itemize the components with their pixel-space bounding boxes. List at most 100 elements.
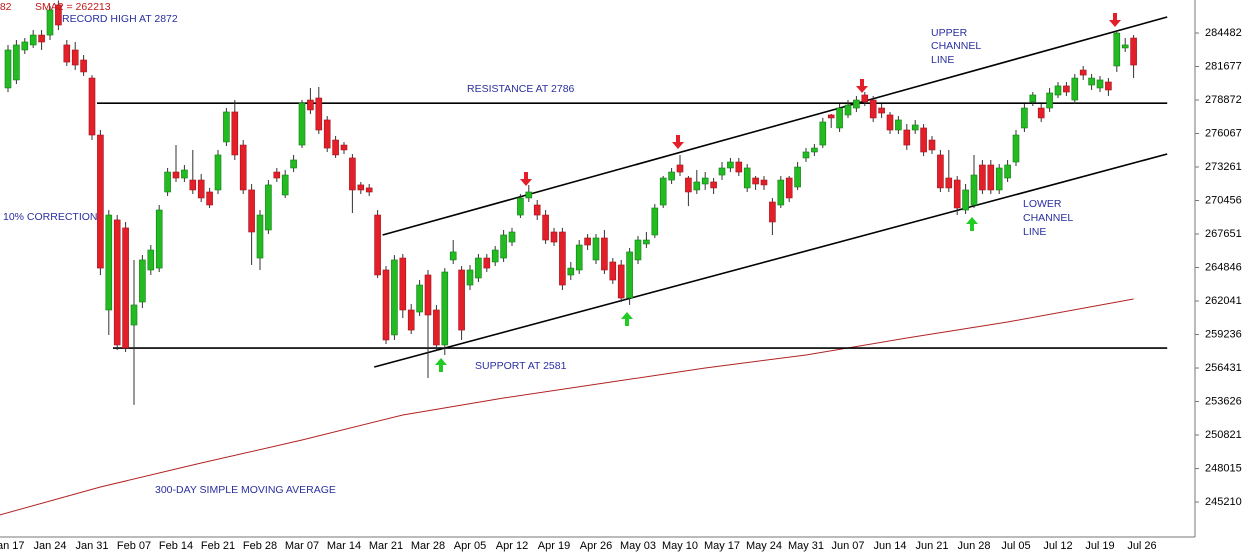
candle-body: [634, 239, 642, 261]
candle-body: [895, 119, 902, 131]
x-tick-label: Jan 17: [0, 540, 25, 552]
candle-body: [836, 107, 843, 129]
candle-body: [844, 104, 852, 116]
trend-line: [382, 16, 1168, 236]
candle-body: [517, 197, 524, 216]
candle-body: [785, 177, 793, 199]
candle-body: [1088, 77, 1095, 86]
moving-average-line: [0, 298, 1134, 516]
candle-body: [374, 214, 381, 276]
candle-body: [668, 171, 675, 181]
candle-body: [424, 274, 432, 316]
candle-body: [559, 231, 566, 286]
x-tick-label: Mar 21: [369, 540, 403, 552]
candle-body: [365, 187, 373, 193]
candle-body: [113, 219, 121, 346]
arrow: [1109, 13, 1121, 27]
candle-body: [38, 34, 45, 43]
candle-body: [945, 177, 953, 189]
candle-body: [1037, 107, 1045, 119]
y-tick-label: 245210: [1205, 496, 1242, 508]
candle-body: [979, 164, 986, 191]
candle-body: [122, 227, 129, 349]
candle-body: [508, 231, 516, 243]
arrow: [621, 312, 633, 326]
candle-body: [357, 184, 365, 191]
candle-body: [391, 259, 398, 336]
candle-body: [962, 189, 969, 211]
candle-body: [525, 191, 533, 199]
candle-body: [88, 77, 96, 136]
candle-body: [164, 171, 171, 193]
x-tick-label: Jun 07: [831, 540, 864, 552]
candle-body: [1130, 37, 1137, 66]
candle-body: [97, 134, 104, 269]
candle-body: [105, 214, 113, 311]
candle-body: [491, 249, 499, 263]
candle-body: [399, 257, 407, 311]
y-tick-label: 264846: [1205, 261, 1242, 273]
candle-body: [802, 151, 810, 159]
candle-body: [727, 161, 734, 169]
candle-body: [693, 181, 701, 191]
candle-body: [584, 237, 591, 246]
candle-body: [46, 9, 54, 36]
candle-body: [676, 164, 684, 173]
candle-body: [769, 201, 776, 223]
candle-body: [1096, 79, 1104, 89]
plot-area: [0, 0, 1168, 516]
candle-body: [63, 44, 71, 63]
candle-body: [920, 127, 927, 153]
candle-body: [970, 174, 978, 206]
candle-body: [928, 139, 936, 151]
annotation: CHANNEL: [1023, 212, 1073, 224]
annotation: CHANNEL: [931, 40, 981, 52]
candle-body: [819, 121, 827, 146]
candle-body: [752, 177, 759, 185]
arrow: [520, 172, 532, 186]
x-tick-label: Jun 28: [957, 540, 990, 552]
candle-body: [500, 234, 507, 259]
candle-body: [1004, 164, 1011, 179]
arrow: [966, 217, 978, 231]
candle-body: [449, 251, 457, 261]
x-tick-label: May 03: [620, 540, 656, 552]
candle-body: [617, 264, 625, 299]
candle-body: [290, 159, 297, 169]
candle-body: [139, 259, 146, 303]
candle-body: [29, 34, 37, 46]
x-tick-label: Mar 07: [285, 540, 319, 552]
candle-body: [458, 269, 465, 331]
down-arrows: [520, 13, 1121, 186]
candle-body: [13, 44, 20, 81]
annotation: SUPPORT AT 2581: [475, 360, 567, 372]
y-tick-label: 273261: [1205, 161, 1242, 173]
candle-body: [256, 214, 264, 259]
candle-body: [349, 157, 356, 191]
y-tick-label: 267651: [1205, 228, 1242, 240]
y-tick-label: 259236: [1205, 328, 1242, 340]
candle-body: [735, 161, 743, 173]
x-tick-label: Jun 21: [915, 540, 948, 552]
candle-body: [609, 261, 617, 281]
candle-body: [533, 204, 541, 216]
candle-body: [206, 191, 213, 206]
annotation: RESISTANCE AT 2786: [467, 83, 575, 95]
x-tick-label: Jan 31: [75, 540, 108, 552]
candle-body: [1071, 77, 1079, 101]
x-tick-label: Feb 21: [201, 540, 235, 552]
candle-body: [794, 166, 801, 188]
candle-body: [811, 147, 818, 153]
candle-body: [592, 237, 600, 261]
candle-body: [718, 167, 726, 176]
candle-body: [1046, 92, 1053, 109]
candle-body: [659, 177, 667, 206]
candle-body: [903, 129, 911, 146]
candle-body: [550, 231, 558, 243]
x-tick-label: Jul 05: [1001, 540, 1030, 552]
candle-body: [886, 114, 894, 131]
candle-body: [853, 99, 860, 109]
candle-body: [567, 267, 575, 276]
candle-body: [1079, 69, 1087, 76]
candle-body: [155, 209, 163, 269]
